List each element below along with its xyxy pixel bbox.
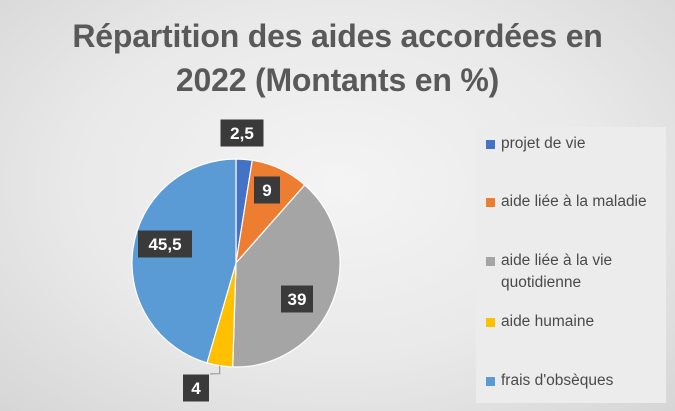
- legend-label-vie-quotidienne-line-2: quotidienne: [501, 274, 582, 291]
- pie-slice-frais-obseques: [131, 158, 237, 364]
- data-label-projet-de-vie: 2,5: [230, 124, 254, 143]
- legend-swatch-vie-quotidienne: [486, 257, 495, 266]
- chart-title: Répartition des aides accordées en 2022 …: [0, 14, 675, 102]
- data-label-aide-maladie: 9: [262, 181, 271, 200]
- legend-label-aide-maladie: aide liée à la maladie: [501, 193, 647, 210]
- legend-label-projet-de-vie: projet de vie: [501, 135, 586, 152]
- legend-swatch-projet-de-vie: [486, 140, 495, 149]
- legend-label-vie-quotidienne-line-1: aide liée à la vie: [501, 252, 613, 269]
- legend-item-vie-quotidienne: aide liée à la vie quotidienne: [486, 250, 612, 294]
- data-label-box-aide-humaine: [183, 374, 209, 402]
- data-label-leader-aide-humaine: [209, 365, 221, 375]
- legend-item-aide-humaine: aide humaine: [486, 311, 594, 333]
- chart-title-line-2: 2022 (Montants en %): [175, 62, 500, 98]
- data-label-aide-humaine: 4: [191, 379, 201, 398]
- data-label-box-projet-de-vie: [220, 119, 264, 147]
- legend-label-aide-humaine: aide humaine: [501, 313, 595, 330]
- legend-label-frais-obseques: frais d'obsèques: [501, 372, 614, 389]
- data-label-box-vie-quotidienne: [281, 285, 313, 313]
- chart-title-line-1: Répartition des aides accordées en: [72, 18, 603, 54]
- legend-swatch-aide-maladie: [486, 198, 495, 207]
- legend-swatch-frais-obseques: [486, 377, 495, 386]
- legend-swatch-aide-humaine: [486, 318, 495, 327]
- legend-label-vie-quotidienne: aide liée à la vie quotidienne: [501, 250, 612, 294]
- pie-slice-vie-quotidienne: [232, 184, 341, 368]
- data-label-box-aide-maladie: [254, 176, 280, 204]
- legend-item-projet-de-vie: projet de vie: [486, 133, 585, 155]
- data-label-frais-obseques: 45,5: [148, 235, 181, 254]
- legend: projet de vie aide liée à la maladie aid…: [476, 127, 666, 403]
- data-label-box-frais-obseques: [138, 230, 192, 258]
- data-label-vie-quotidienne: 39: [288, 290, 307, 309]
- legend-item-frais-obseques: frais d'obsèques: [486, 370, 613, 392]
- legend-item-aide-maladie: aide liée à la maladie: [486, 191, 647, 213]
